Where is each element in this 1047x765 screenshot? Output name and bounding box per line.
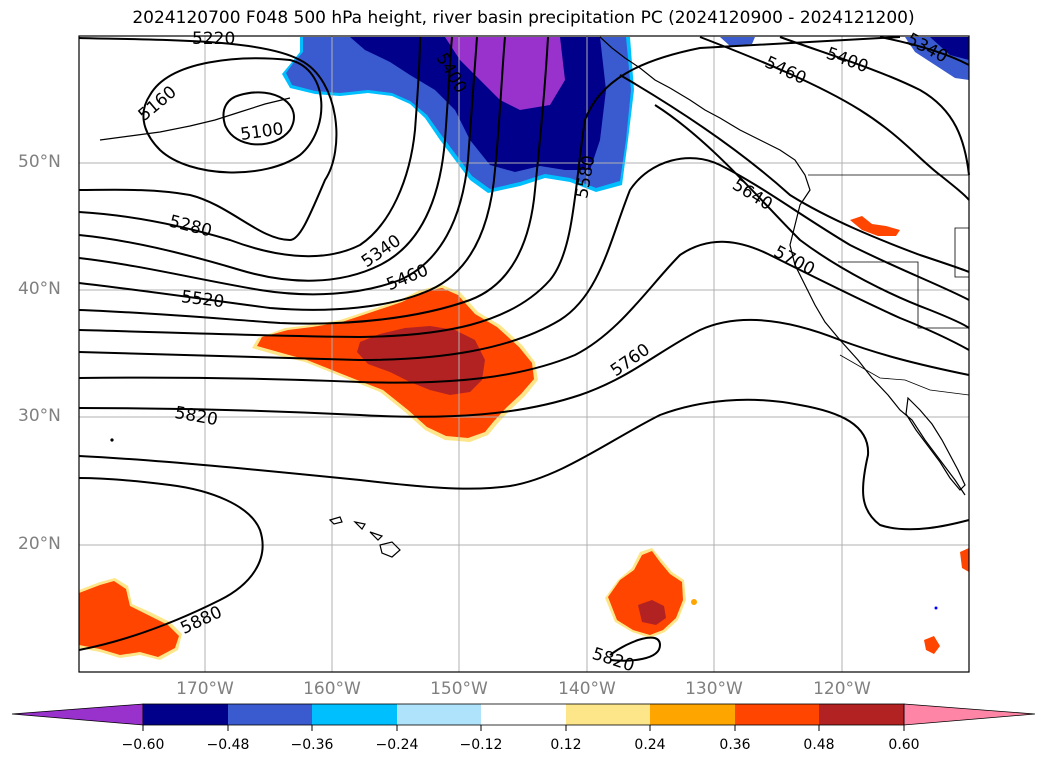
contour-5820 bbox=[78, 398, 970, 531]
positive-anomaly-strong bbox=[357, 326, 485, 395]
contour-5220 bbox=[78, 37, 338, 242]
colorbar-swatch bbox=[735, 704, 819, 725]
contour-5460-ne bbox=[699, 36, 970, 201]
map-title: 2024120700 F048 500 hPa height, river ba… bbox=[132, 8, 915, 28]
lon-label-150w: 150°W bbox=[430, 679, 488, 699]
colorbar-tick-label: 0.48 bbox=[803, 737, 835, 753]
colorbar bbox=[11, 703, 1036, 731]
colorbar-tick-label: −0.12 bbox=[459, 737, 503, 753]
colorbar-swatch bbox=[228, 704, 312, 725]
contour-5640-ne bbox=[619, 74, 970, 273]
small-anomaly-1 bbox=[850, 216, 900, 236]
hawaii-4 bbox=[379, 541, 401, 558]
colorbar-tick-label: 0.60 bbox=[888, 737, 920, 753]
island-dot-2 bbox=[934, 606, 938, 610]
contour-5100 bbox=[222, 91, 295, 146]
island-dot-1 bbox=[110, 438, 114, 442]
colorbar-swatch bbox=[397, 704, 481, 725]
lat-label-40n: 40°N bbox=[18, 279, 61, 299]
contour-5340 bbox=[78, 36, 453, 282]
lat-label-50n: 50°N bbox=[18, 152, 61, 172]
contour-5280 bbox=[78, 36, 421, 258]
colorbar-tick-label: −0.24 bbox=[375, 737, 419, 753]
colorbar-swatch bbox=[650, 704, 735, 725]
contour-5640 bbox=[78, 157, 970, 362]
colorbar-swatch bbox=[481, 704, 566, 725]
contour-5460 bbox=[78, 36, 506, 311]
sw-anomaly-mid bbox=[79, 581, 179, 657]
contour-label: 5220 bbox=[192, 29, 235, 49]
colorbar-tick-label: −0.36 bbox=[290, 737, 334, 753]
colorbar-min-extend bbox=[11, 703, 144, 726]
colorbar-tick-label: 0.36 bbox=[719, 737, 751, 753]
colorbar-swatch bbox=[312, 704, 397, 725]
lon-label-120w: 120°W bbox=[813, 679, 871, 699]
map-frame bbox=[78, 35, 970, 673]
coastlines bbox=[99, 36, 970, 610]
contour-5760 bbox=[78, 318, 970, 418]
colorbar-max-extend bbox=[903, 703, 1036, 726]
inland-border-3 bbox=[839, 354, 970, 396]
colorbar-tick-label: 0.12 bbox=[550, 737, 582, 753]
contour-5160 bbox=[142, 57, 323, 174]
hawaii-3 bbox=[369, 531, 384, 541]
lon-label-130w: 130°W bbox=[685, 679, 743, 699]
colorbar-tick-label: −0.48 bbox=[206, 737, 250, 753]
small-anomaly-2 bbox=[924, 636, 940, 654]
ne-corner-anomaly-core bbox=[930, 37, 969, 60]
colorbar-swatch bbox=[819, 704, 904, 725]
contour-5880 bbox=[78, 477, 264, 651]
hawaii-2 bbox=[353, 521, 366, 530]
colorbar-swatch bbox=[143, 704, 228, 725]
n-edge-anomaly bbox=[720, 37, 755, 46]
lat-label-30n: 30°N bbox=[18, 406, 61, 426]
colorbar-frame bbox=[142, 703, 905, 726]
small-anomaly-4 bbox=[691, 599, 697, 605]
se-anomaly-strong bbox=[638, 600, 666, 625]
baja-peninsula bbox=[905, 396, 966, 491]
colorbar-swatch bbox=[566, 704, 650, 725]
contour-5700-ne bbox=[654, 104, 970, 329]
contour-5820-south bbox=[609, 636, 662, 662]
contour-5700 bbox=[78, 240, 970, 384]
lon-label-170w: 170°W bbox=[176, 679, 234, 699]
contour-5520 bbox=[78, 36, 549, 325]
lon-label-160w: 160°W bbox=[303, 679, 361, 699]
hawaii-1 bbox=[328, 516, 343, 525]
contour-5400-ne bbox=[779, 36, 970, 176]
lon-label-140w: 140°W bbox=[558, 679, 616, 699]
contour-5340-ne bbox=[879, 36, 970, 66]
aleutian-chain bbox=[99, 97, 291, 141]
north-america-coast bbox=[599, 36, 966, 496]
small-anomaly-3 bbox=[960, 548, 969, 572]
lat-label-20n: 20°N bbox=[18, 534, 61, 554]
height-contours bbox=[78, 36, 970, 662]
contour-5400 bbox=[78, 36, 478, 296]
colorbar-tick-label: −0.60 bbox=[121, 737, 165, 753]
colorbar-tick-label: 0.24 bbox=[634, 737, 666, 753]
inland-border-2 bbox=[838, 261, 969, 329]
